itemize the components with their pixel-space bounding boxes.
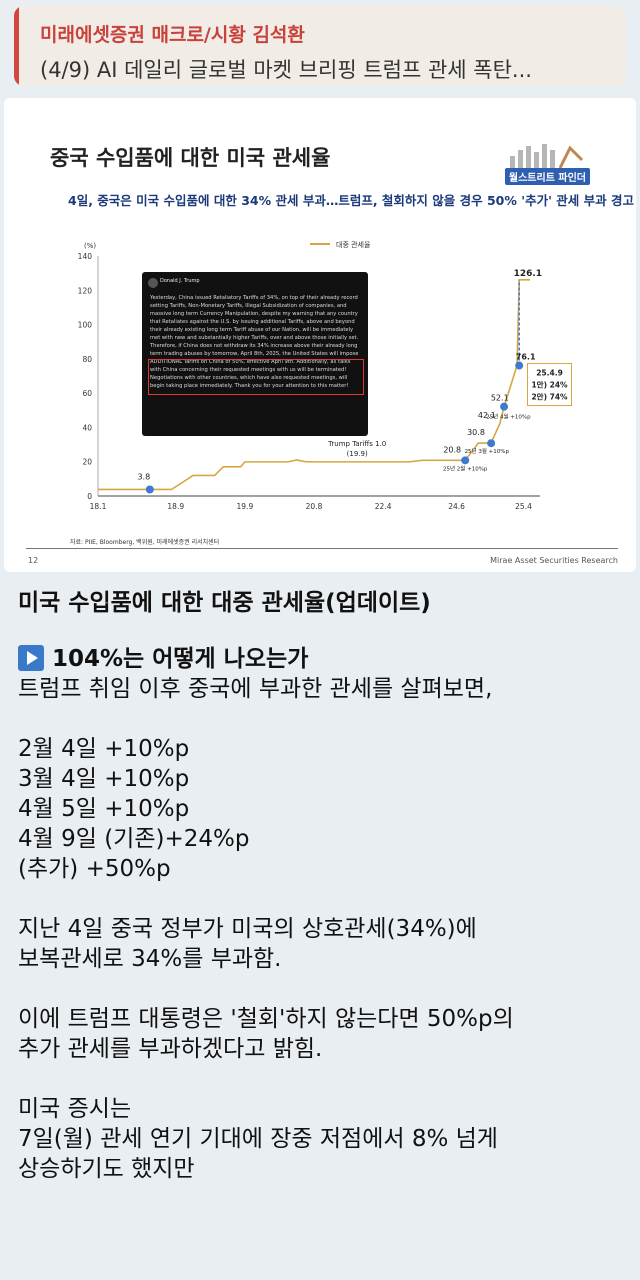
message-line xyxy=(18,974,624,1004)
x-tick-label: 18.1 xyxy=(90,502,107,511)
message-line: 이에 트럼프 대통령은 '철회'하지 않는다면 50%p의 xyxy=(18,1006,514,1032)
y-tick-label: 100 xyxy=(78,321,93,330)
data-point xyxy=(145,485,154,494)
data-label: 25년 4월 +10%p xyxy=(486,413,531,421)
data-label: Trump Tariffs 1.0 xyxy=(327,440,386,448)
tweet-text: Yesterday, China issued Retaliatory Tari… xyxy=(150,295,359,389)
data-label: 1안) 24% xyxy=(531,380,568,390)
tweet-highlight-box xyxy=(148,359,364,395)
reply-quote[interactable]: 미래에셋증권 매크로/시황 김석환 (4/9) AI 데일리 글로벌 마켓 브리… xyxy=(14,6,626,86)
chart-source: 자료: PIIE, Bloomberg, 백위원, 미래에셋증권 리서치센터 xyxy=(70,539,220,546)
data-label: 2안) 74% xyxy=(531,392,568,402)
y-tick-label: 40 xyxy=(82,423,92,432)
message-line: 4월 5일 +10%p xyxy=(18,796,190,822)
message-subheading: 104%는 어떻게 나오는가 xyxy=(52,646,309,672)
data-label: 3.8 xyxy=(137,472,150,481)
data-label: 30.8 xyxy=(467,428,485,437)
play-icon xyxy=(18,645,44,671)
logo-label: 월스트리트 파인더 xyxy=(504,168,590,185)
x-tick-label: 18.9 xyxy=(167,502,184,511)
message-line xyxy=(18,704,624,734)
y-tick-label: 20 xyxy=(82,458,92,467)
data-point xyxy=(487,439,496,448)
data-label: 42.1 xyxy=(478,411,496,420)
y-axis-label: (%) xyxy=(84,242,96,250)
reply-preview: (4/9) AI 데일리 글로벌 마켓 브리핑 트럼프 관세 폭탄... xyxy=(40,58,532,82)
slide-page-number: 12 xyxy=(28,556,39,565)
data-label: 52.1 xyxy=(491,394,509,403)
y-tick-label: 0 xyxy=(87,492,92,501)
message-line xyxy=(18,1064,624,1094)
message-line xyxy=(18,884,624,914)
tweet-screenshot: Donald J. Trump Yesterday, China issued … xyxy=(142,272,368,436)
message-line: 보복관세로 34%를 부과함. xyxy=(18,946,282,972)
message-heading: 미국 수입품에 대한 대중 관세율(업데이트) xyxy=(18,590,431,616)
x-tick-label: 19.9 xyxy=(237,502,254,511)
x-tick-label: 24.6 xyxy=(448,502,465,511)
data-point xyxy=(500,402,509,411)
y-tick-label: 60 xyxy=(82,389,92,398)
data-label: 25년 2월 +10%p xyxy=(443,464,488,472)
message-line: (추가) +50%p xyxy=(18,856,171,882)
tariff-line-chart: (%) 0 20 40 60 80 100 120 140 18.1 18.9 19.9 20.8 22.… xyxy=(78,240,573,511)
message-line: 3월 4일 +10%p xyxy=(18,766,190,792)
image-attachment[interactable]: 중국 수입품에 대한 미국 관세율 월스트리트 파인더 4일, 중국은 미국 수… xyxy=(4,98,636,572)
legend-label: 대중 관세율 xyxy=(336,240,371,249)
slide-footer: Mirae Asset Securities Research xyxy=(490,556,618,565)
message-line: 7일(월) 관세 연기 기대에 장중 저점에서 8% 넘게 xyxy=(18,1126,498,1152)
message-line: 추가 관세를 부과하겠다고 밝힘. xyxy=(18,1036,323,1062)
chart-title: 중국 수입품에 대한 미국 관세율 xyxy=(50,146,331,170)
series-line xyxy=(98,279,530,491)
slide-divider xyxy=(26,548,618,549)
data-label: 25년 3월 +10%p xyxy=(465,447,510,455)
logo-icon xyxy=(510,144,584,172)
y-tick-label: 140 xyxy=(78,252,93,261)
reply-sender: 미래에셋증권 매크로/시황 김석환 xyxy=(40,24,305,46)
data-point xyxy=(461,456,470,465)
y-tick-label: 120 xyxy=(78,286,93,295)
chart-subtitle: 4일, 중국은 미국 수입품에 대한 34% 관세 부과…트럼프, 철회하지 않… xyxy=(68,193,634,208)
tweet-author: Donald J. Trump xyxy=(160,278,200,284)
message-line: 상승하기도 했지만 xyxy=(18,1156,195,1182)
message-text: 미국 수입품에 대한 대중 관세율(업데이트) 104%는 어떻게 나오는가 트… xyxy=(18,588,624,1184)
avatar xyxy=(148,278,158,288)
y-tick-label: 80 xyxy=(82,355,92,364)
message-line: 4월 9일 (기존)+24%p xyxy=(18,826,250,852)
message-body: 트럼프 취임 이후 중국에 부과한 관세를 살펴보면, 2월 4일 +10%p 3월… xyxy=(18,674,624,1184)
annotation-box xyxy=(527,363,573,407)
data-label: 25.4.9 xyxy=(536,369,563,378)
data-label: 20.8 xyxy=(443,445,461,454)
message-line: 지난 4일 중국 정부가 미국의 상호관세(34%)에 xyxy=(18,916,477,942)
x-tick-label: 20.8 xyxy=(306,502,323,511)
message-line: 미국 증시는 xyxy=(18,1096,132,1122)
message-line: 트럼프 취임 이후 중국에 부과한 관세를 살펴보면, xyxy=(18,676,493,702)
data-label: (19.9) xyxy=(347,450,368,458)
data-label: 126.1 xyxy=(514,269,542,279)
x-tick-label: 22.4 xyxy=(375,502,392,511)
data-label: 76.1 xyxy=(516,353,536,362)
message-line: 2월 4일 +10%p xyxy=(18,736,190,762)
slide: 중국 수입품에 대한 미국 관세율 월스트리트 파인더 4일, 중국은 미국 수… xyxy=(30,112,634,546)
reply-accent-bar xyxy=(14,6,19,86)
x-tick-label: 25.4 xyxy=(515,502,532,511)
